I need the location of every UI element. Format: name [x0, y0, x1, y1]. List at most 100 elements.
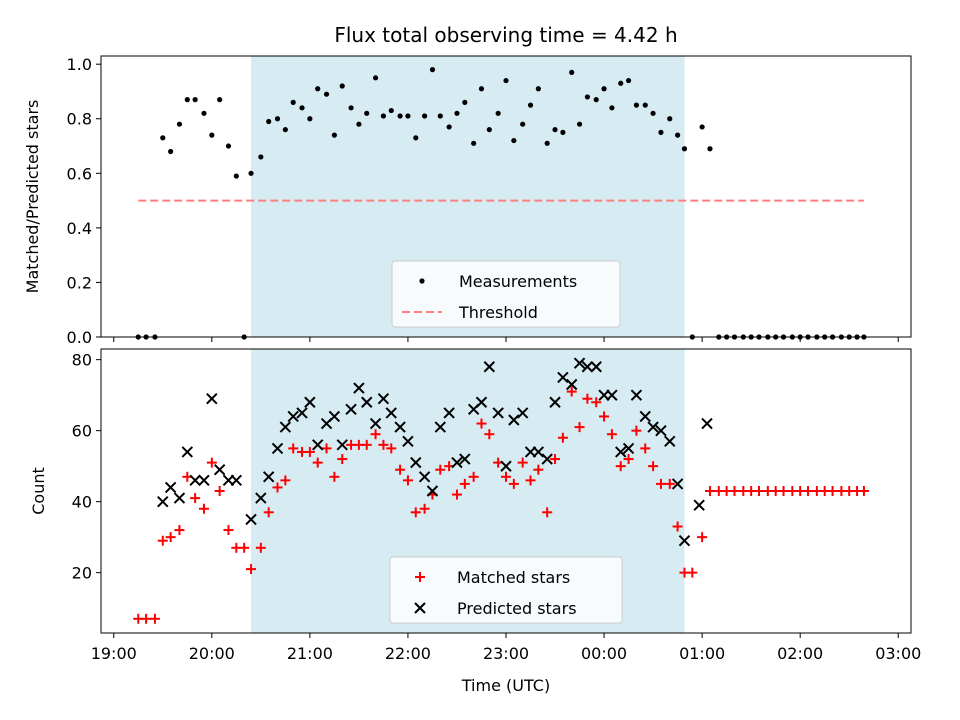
predicted-star-point: [361, 396, 373, 408]
predicted-star-point: [693, 499, 705, 511]
marker-stroke: [418, 471, 431, 483]
matched-star-point: [754, 486, 765, 496]
marker-stroke: [402, 435, 414, 448]
matched-star-point: [198, 503, 209, 514]
matched-star-point: [361, 439, 372, 450]
series-predicted-stars: [157, 357, 713, 547]
measurement-point: [471, 140, 477, 146]
predicted-star-point: [622, 442, 635, 455]
marker-stroke: [516, 407, 529, 419]
predicted-star-point: [549, 396, 561, 408]
matched-star-point: [410, 507, 421, 518]
measurement-point: [576, 121, 583, 127]
marker-stroke: [622, 442, 635, 455]
x-tick-label: 03:00: [875, 644, 921, 663]
predicted-star-point: [394, 421, 406, 433]
y-axis-label: Count: [29, 467, 48, 515]
matched-star-point: [591, 397, 602, 408]
matched-star-point: [419, 503, 430, 514]
marker-stroke: [590, 361, 602, 373]
marker-stroke: [451, 456, 463, 469]
legend: Measurements Threshold: [391, 260, 621, 328]
matched-star-point: [370, 429, 381, 440]
predicted-star-point: [434, 421, 447, 433]
matched-star-point: [582, 393, 593, 404]
panel-count: 20 40 60 80 19:00 20:00 21:00 22:00 23:00 00:00 01…: [29, 348, 921, 663]
predicted-star-point: [573, 357, 586, 369]
predicted-star-point: [565, 378, 578, 391]
marker-stroke: [606, 389, 618, 401]
measurement-point: [462, 99, 468, 105]
matched-star-point: [386, 443, 397, 454]
predicted-star-point: [181, 446, 194, 458]
matched-star-point: [778, 486, 789, 496]
measurement-point: [356, 121, 362, 127]
matched-star-point: [533, 464, 544, 475]
measurement-point: [503, 77, 509, 84]
matched-star-point: [648, 461, 659, 472]
y-tick-label: 0.0: [67, 328, 92, 347]
measurement-point: [233, 173, 239, 179]
marker-stroke: [279, 421, 292, 433]
matched-star-point: [599, 411, 610, 422]
measurement-point: [667, 116, 673, 122]
matched-star-point: [149, 613, 160, 624]
matched-star-point: [687, 567, 698, 578]
matched-star-point: [395, 464, 406, 475]
marker-stroke: [189, 474, 201, 487]
matched-star-point: [566, 386, 577, 397]
measurement-point: [413, 135, 419, 141]
matched-star-point: [803, 486, 814, 496]
measurement-point: [437, 113, 443, 119]
predicted-star-point: [606, 389, 618, 401]
chart-title: Flux total observing time = 4.42 h: [334, 23, 677, 47]
measurement-point: [560, 129, 566, 135]
measurement-point: [527, 102, 534, 108]
predicted-star-point: [296, 407, 308, 419]
marker-stroke: [385, 407, 397, 419]
series-matched-stars: [133, 386, 869, 624]
matched-star-point: [672, 521, 683, 532]
predicted-star-point: [541, 453, 553, 465]
matched-star-point: [280, 475, 291, 486]
matched-star-point: [165, 532, 176, 543]
matched-star-point: [557, 432, 568, 443]
marker-stroke: [296, 407, 308, 419]
measurement-point: [609, 105, 615, 111]
predicted-star-point: [701, 417, 713, 430]
marker-stroke: [532, 446, 545, 458]
x-tick-label: 02:00: [777, 644, 823, 663]
predicted-star-point: [279, 421, 292, 433]
matched-star-point: [304, 446, 315, 457]
measurement-point: [454, 110, 460, 116]
marker-stroke: [287, 410, 299, 423]
marker-stroke: [508, 414, 520, 426]
matched-star-point: [451, 489, 462, 500]
matched-star-point: [508, 478, 519, 489]
matched-star-point: [312, 457, 323, 468]
matched-star-point: [288, 443, 299, 454]
marker-stroke: [678, 534, 691, 547]
matched-star-point: [606, 429, 617, 440]
measurement-point: [405, 113, 411, 119]
x-tick-label: 01:00: [679, 644, 725, 663]
x-tick-label: 20:00: [189, 644, 235, 663]
marker-stroke: [581, 361, 594, 373]
marker-stroke: [426, 485, 439, 497]
marker-stroke: [671, 478, 684, 490]
measurement-point: [633, 102, 640, 108]
predicted-star-point: [271, 442, 284, 455]
matched-star-point: [729, 486, 740, 496]
marker-stroke: [353, 382, 365, 394]
measurement-point: [348, 105, 354, 111]
y-tick-label: 1.0: [67, 55, 92, 74]
measurement-point: [495, 110, 501, 116]
marker-stroke: [573, 357, 586, 369]
matched-star-point: [214, 486, 225, 496]
marker-stroke: [483, 361, 496, 373]
predicted-star-point: [312, 439, 324, 451]
x-axis-label: Time (UTC): [461, 676, 550, 695]
marker-stroke: [492, 407, 504, 419]
measurement-point: [307, 116, 313, 122]
